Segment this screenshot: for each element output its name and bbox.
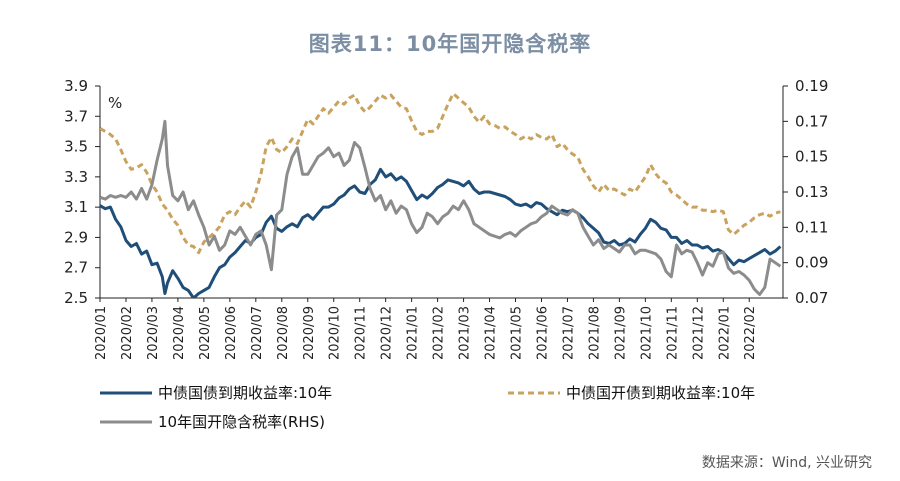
- x-tick-label: 2020/09: [302, 306, 317, 360]
- x-tick-label: 2021/05: [510, 306, 525, 360]
- y-right-tick-label: 0.09: [795, 254, 828, 272]
- source-note: 数据来源：Wind, 兴业研究: [701, 455, 872, 471]
- x-tick-label: 2021/03: [458, 306, 473, 360]
- x-tick-label: 2020/01: [94, 306, 109, 360]
- y-right-tick-label: 0.15: [795, 148, 828, 166]
- series-layer: [100, 92, 782, 298]
- x-tick-label: 2020/05: [198, 306, 213, 360]
- series-line-2: [100, 92, 781, 255]
- x-tick-label: 2022/01: [717, 306, 732, 360]
- x-tick-label: 2020/12: [380, 306, 395, 360]
- y-left-tick-label: 3.5: [64, 138, 88, 156]
- unit-label: %: [108, 94, 122, 112]
- x-tick-label: 2021/11: [665, 306, 680, 360]
- y-left-tick-label: 3.9: [64, 77, 88, 95]
- x-tick-label: 2021/04: [484, 306, 499, 360]
- x-tick-label: 2020/03: [146, 306, 161, 360]
- y-right-tick-label: 0.17: [795, 112, 828, 130]
- y-right-tick-label: 0.11: [795, 218, 828, 236]
- legend-label-1: 中债国债到期收益率:10年: [158, 384, 332, 402]
- y-left-tick-label: 3.3: [64, 168, 88, 186]
- y-right-tick-label: 0.13: [795, 183, 828, 201]
- y-right-tick-label: 0.19: [795, 77, 828, 95]
- x-tick-label: 2020/04: [172, 306, 187, 360]
- legend: 中债国债到期收益率:10年 中债国开债到期收益率:10年 10年国开隐含税率(RHS…: [100, 384, 755, 431]
- legend-label-3: 10年国开隐含税率(RHS): [158, 413, 325, 431]
- axes: 3.9 3.7 3.5 3.3 3.1 2.9 2.7 2.5 0.19 0.17 0.15 0.13…: [64, 77, 828, 360]
- x-tick-label: 2022/02: [743, 306, 758, 360]
- x-tick-label: 2021/02: [432, 306, 447, 360]
- y-left-tick-label: 2.9: [64, 228, 88, 246]
- x-tick-label: 2021/10: [639, 306, 654, 360]
- x-tick-label: 2020/02: [120, 306, 135, 360]
- x-tick-label: 2020/11: [354, 306, 369, 360]
- x-tick-label: 2020/06: [224, 306, 239, 360]
- y-left-tick-label: 2.7: [64, 259, 88, 277]
- x-tick-label: 2021/06: [535, 306, 550, 360]
- y-left-tick-label: 2.5: [64, 289, 88, 307]
- x-tick-label: 2020/10: [328, 306, 343, 360]
- x-tick-label: 2021/08: [587, 306, 602, 360]
- y-left-tick-label: 3.7: [64, 107, 88, 125]
- y-left-tick-label: 3.1: [64, 198, 88, 216]
- x-tick-label: 2020/07: [250, 306, 265, 360]
- x-tick-label: 2021/01: [406, 306, 421, 360]
- legend-label-2: 中债国开债到期收益率:10年: [566, 384, 755, 402]
- x-tick-label: 2020/08: [276, 306, 291, 360]
- chart-title: 图表11：10年国开隐含税率: [308, 32, 592, 56]
- series-line-3: [100, 119, 782, 296]
- series-line-1: [100, 167, 782, 298]
- y-right-tick-label: 0.07: [795, 289, 828, 307]
- x-tick-label: 2021/12: [691, 306, 706, 360]
- x-tick-label: 2021/09: [613, 306, 628, 360]
- x-tick-label: 2021/07: [561, 306, 576, 360]
